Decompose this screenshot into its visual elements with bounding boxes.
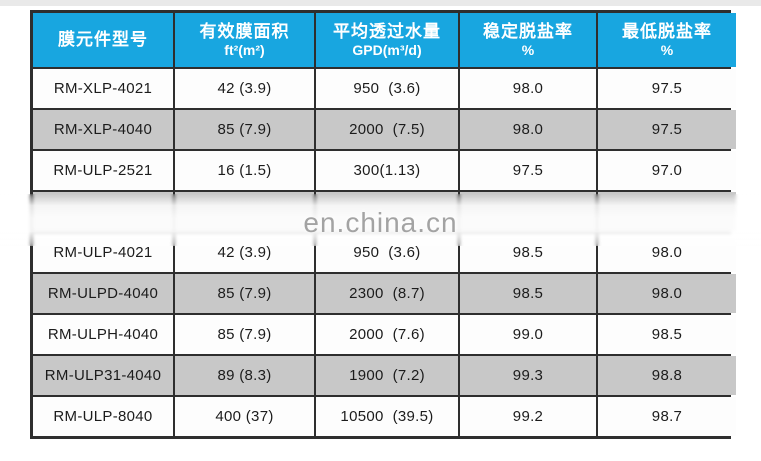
- cell-model: RM-XLP-4040: [33, 110, 173, 149]
- cell-flow: 950 (3.6): [316, 69, 458, 108]
- table-row: RM-XLP-4021 42 (3.9) 950 (3.6) 98.0 97.5: [33, 69, 736, 108]
- column-header-model: 膜元件型号: [33, 13, 173, 67]
- column-header-title: 最低脱盐率: [622, 21, 712, 41]
- column-header-title: 有效膜面积: [199, 21, 290, 41]
- column-header-title: 平均透过水量: [333, 21, 441, 41]
- table-row: RM-ULPH-4040 85 (7.9) 2000 (7.6) 99.0 98…: [33, 315, 736, 354]
- cell-flow: 2000 (7.6): [316, 315, 458, 354]
- cell-area: 85 (7.9): [175, 274, 314, 313]
- table-row: RM-ULP-8040 400 (37) 10500 (39.5) 99.2 9…: [33, 397, 736, 436]
- cell-min-rejection: 98.7: [598, 397, 736, 436]
- cell-stable-rejection: 98.0: [460, 69, 596, 108]
- column-header-sub: ft²(m²): [224, 41, 265, 58]
- cell-flow: 2300 (8.7): [316, 274, 458, 313]
- cell-min-rejection: 97.5: [598, 69, 736, 108]
- cell-area: 89 (8.3): [175, 356, 314, 395]
- column-header-sub: %: [521, 41, 535, 58]
- column-header-area: 有效膜面积 ft²(m²): [175, 13, 314, 67]
- cell-model: RM-ULP-2521: [33, 151, 173, 190]
- cell-min-rejection: 98.5: [598, 315, 736, 354]
- cell-stable-rejection: 99.3: [460, 356, 596, 395]
- cell-stable-rejection: 97.5: [460, 151, 596, 190]
- cell-area: 400 (37): [175, 397, 314, 436]
- table-header-row: 膜元件型号 有效膜面积 ft²(m²) 平均透过水量 GPD(m³/d) 稳定脱…: [33, 13, 736, 67]
- cell-stable-rejection: 99.0: [460, 315, 596, 354]
- column-header-title: 稳定脱盐率: [483, 21, 573, 41]
- cell-area: 16 (1.5): [175, 151, 314, 190]
- cell-area: 85 (7.9): [175, 315, 314, 354]
- cell-min-rejection: 97.0: [598, 151, 736, 190]
- cell-model: RM-ULPH-4040: [33, 315, 173, 354]
- cell-flow: 10500 (39.5): [316, 397, 458, 436]
- table-row: RM-ULPD-4040 85 (7.9) 2300 (8.7) 98.5 98…: [33, 274, 736, 313]
- cell-stable-rejection: 98.0: [460, 110, 596, 149]
- cell-flow: 2000 (7.5): [316, 110, 458, 149]
- cell-stable-rejection: 99.2: [460, 397, 596, 436]
- column-header-title: 膜元件型号: [58, 30, 148, 50]
- column-header-stable-rejection: 稳定脱盐率 %: [460, 13, 596, 67]
- cell-model: RM-XLP-4021: [33, 69, 173, 108]
- cell-model: RM-ULP-8040: [33, 397, 173, 436]
- cell-area: 85 (7.9): [175, 110, 314, 149]
- cell-model: RM-ULP31-4040: [33, 356, 173, 395]
- cell-stable-rejection: 98.5: [460, 274, 596, 313]
- watermark-band: en.china.cn: [0, 194, 761, 246]
- cell-min-rejection: 97.5: [598, 110, 736, 149]
- cell-flow: 1900 (7.2): [316, 356, 458, 395]
- column-header-min-rejection: 最低脱盐率 %: [598, 13, 736, 67]
- cell-min-rejection: 98.0: [598, 274, 736, 313]
- cell-area: 42 (3.9): [175, 69, 314, 108]
- cell-model: RM-ULPD-4040: [33, 274, 173, 313]
- column-header-flow: 平均透过水量 GPD(m³/d): [316, 13, 458, 67]
- cell-flow: 300(1.13): [316, 151, 458, 190]
- watermark-text: en.china.cn: [303, 207, 458, 238]
- column-header-sub: GPD(m³/d): [352, 41, 422, 58]
- cell-min-rejection: 98.8: [598, 356, 736, 395]
- table-row: RM-XLP-4040 85 (7.9) 2000 (7.5) 98.0 97.…: [33, 110, 736, 149]
- table-row: RM-ULP-2521 16 (1.5) 300(1.13) 97.5 97.0: [33, 151, 736, 190]
- column-header-sub: %: [660, 41, 674, 58]
- table-row: RM-ULP31-4040 89 (8.3) 1900 (7.2) 99.3 9…: [33, 356, 736, 395]
- top-strip: [0, 0, 761, 6]
